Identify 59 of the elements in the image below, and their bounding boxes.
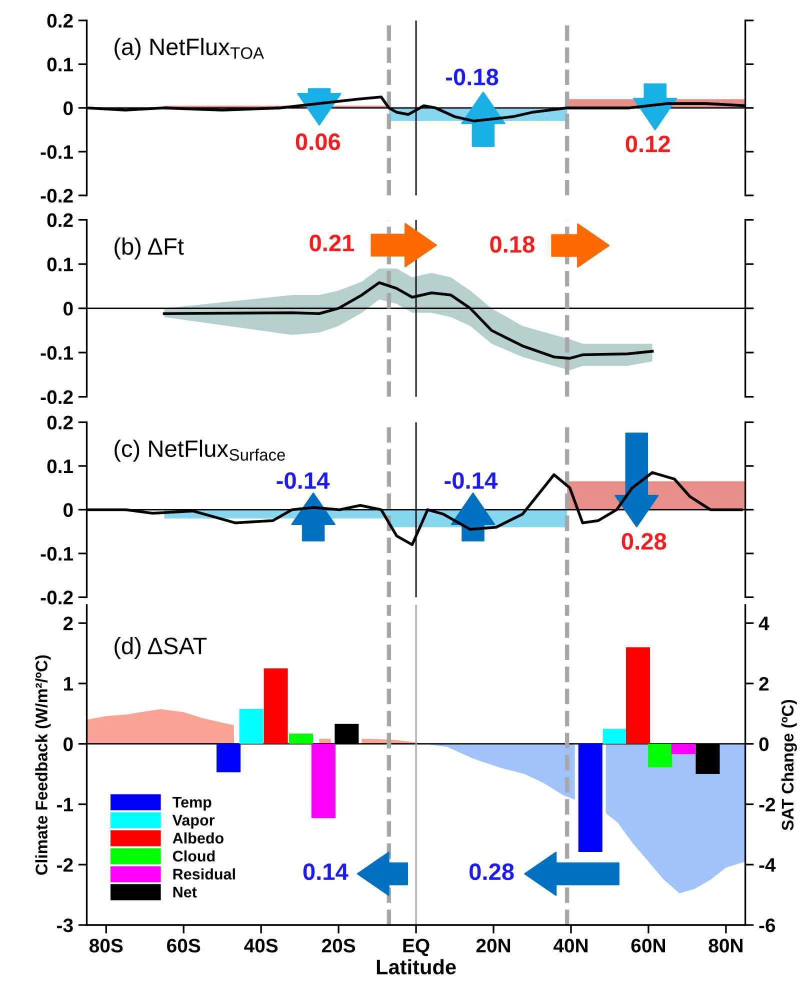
y-tick-label: -3 [57,918,73,932]
annotation: 0.06 [296,133,340,150]
x-tick-label: 40N [553,938,588,952]
y-tick-label: 0 [64,302,73,316]
y2-tick-label: 2 [759,676,769,691]
legend-label: Residual [173,868,235,880]
y-tick-label: -0.2 [40,390,73,404]
annotation: -0.18 [446,68,498,86]
y2-tick-label: -4 [759,858,776,872]
y-tick-label: 0.2 [47,213,73,228]
legend-label: Net [173,886,197,898]
text: (b) ΔFt [114,238,184,260]
text: (c) NetFlux$_{Surface}$ [114,440,285,462]
legend-label: Cloud [172,850,215,862]
y2-tick-label: 0 [759,737,769,752]
y-tick-label: 0 [64,737,73,752]
x-tick-label: EQ [403,938,430,956]
annotation: 0.28 [470,863,514,880]
x-axis-title: Latitude [376,959,456,974]
y-tick-label: -1 [57,798,74,812]
legend-label: Temp [172,796,212,811]
x-tick-label: 60N [631,938,665,952]
y2-tick-label: -6 [759,918,776,932]
y2-tick-label: 4 [758,616,770,630]
legend-label: Vapor [172,814,215,829]
annotation: 0.18 [490,236,534,253]
y-tick-label: 2 [63,616,73,630]
y-tick-label: 0.2 [47,416,73,430]
annotation: 0.21 [310,234,354,252]
y-tick-label: 1 [64,677,74,691]
x-tick-label: 40S [244,938,278,952]
y-tick-label: -0.1 [40,546,74,561]
legend-label: Albedo [172,832,224,844]
y-tick-label: 0 [64,101,73,116]
y-axis-title: Climate Feedback (W/m²/ºC) [35,655,51,875]
annotation: 0.28 [622,533,666,550]
y-tick-label: 0.1 [47,58,74,72]
annotation: 0.14 [303,863,348,880]
text: (a) NetFlux$_{TOA}$ [114,38,264,60]
text: (d) ΔSAT [114,636,207,659]
annotation: -0.14 [444,472,498,489]
annotation: -0.14 [276,472,330,489]
annotation: 0.12 [626,136,670,152]
y-tick-label: 0.2 [47,14,73,28]
y-tick-label: -2 [57,858,73,872]
y-tick-label: 0.1 [47,258,74,272]
y-tick-label: -0.1 [40,346,74,360]
x-tick-label: 80S [89,938,123,952]
y-tick-label: -0.2 [40,188,73,203]
x-tick-label: 20N [476,938,510,952]
y-tick-label: -0.2 [40,590,73,604]
y-tick-label: 0.1 [47,459,74,474]
y2-axis-title: SAT Change (ºC) [781,700,797,830]
y-tick-label: -0.1 [40,145,74,159]
x-tick-label: 60S [167,938,200,952]
x-tick-label: 80N [708,938,742,952]
x-tick-label: 20S [322,938,356,952]
y-tick-label: 0 [64,503,73,517]
y2-tick-label: -2 [759,798,776,812]
